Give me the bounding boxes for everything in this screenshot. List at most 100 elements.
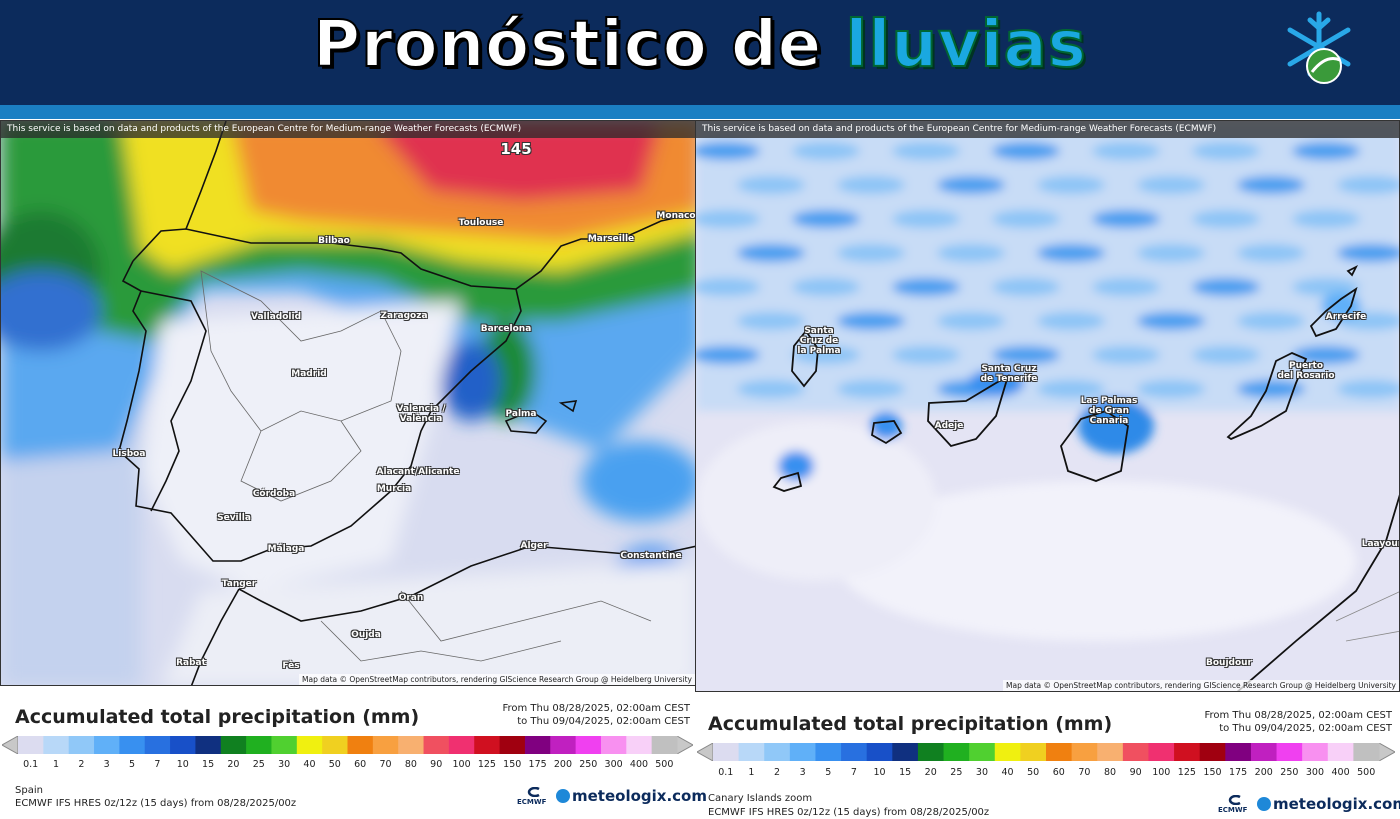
precip-streak <box>1192 210 1260 228</box>
precip-streak <box>737 312 805 330</box>
scale-swatch <box>68 736 95 754</box>
city-label: Santa Cruz de la Palma <box>797 326 841 356</box>
scale-swatch <box>1071 743 1098 761</box>
scale-swatch <box>1097 743 1124 761</box>
precip-streak <box>1337 176 1399 194</box>
scale-label: 250 <box>1280 767 1299 778</box>
ecmwf-icon-shape <box>1228 795 1241 805</box>
scale-label: 60 <box>1052 767 1065 778</box>
precip-streak <box>792 210 860 228</box>
scale-label: 7 <box>154 759 161 770</box>
city-label: Arrecife <box>1325 312 1367 322</box>
precip-streak <box>837 176 905 194</box>
scale-swatch <box>626 736 653 754</box>
precip-streak <box>1092 210 1160 228</box>
snowflake-logo <box>1287 11 1351 84</box>
scale-label: 3 <box>103 759 110 770</box>
scale-swatch <box>423 736 450 754</box>
scale-swatch <box>474 736 501 754</box>
city-label: Laayoune <box>1361 539 1399 549</box>
city-label: Valladolid <box>250 312 302 322</box>
scale-swatch <box>296 736 323 754</box>
scale-label: 20 <box>227 759 240 770</box>
precip-streak <box>1337 380 1399 398</box>
city-label: Tanger <box>221 579 257 589</box>
scale-label: 0.1 <box>23 759 39 770</box>
precip-streak <box>737 176 805 194</box>
scale-label: 2 <box>774 767 781 778</box>
precip-streak <box>837 244 905 262</box>
city-label: Las Palmas de Gran Canaria <box>1080 396 1138 426</box>
precip-streak <box>1137 176 1205 194</box>
precip-streak <box>937 244 1005 262</box>
city-label: Marseille <box>587 234 635 244</box>
scale-swatch <box>1327 743 1354 761</box>
color-scale <box>697 743 1395 761</box>
precip-streak <box>1037 244 1105 262</box>
ecmwf-logo: ECMWF <box>517 798 547 806</box>
region-name: Spain <box>15 785 43 796</box>
city-label: Murcia <box>376 484 412 494</box>
precip-streak <box>1237 312 1305 330</box>
scale-label: 50 <box>328 759 341 770</box>
scale-label: 40 <box>1001 767 1014 778</box>
precip-streak <box>837 312 905 330</box>
scale-swatch <box>524 736 551 754</box>
scale-swatch <box>815 743 842 761</box>
precip-streak <box>792 142 860 160</box>
scale-label: 500 <box>655 759 674 770</box>
legend-dates: From Thu 08/28/2025, 02:00am CEST to Thu … <box>1204 709 1392 735</box>
scale-label: 15 <box>899 767 912 778</box>
scale-label: 70 <box>379 759 392 770</box>
scale-arrow <box>676 736 693 754</box>
scale-label: 150 <box>503 759 522 770</box>
legend-title: Accumulated total precipitation (mm) <box>15 706 420 728</box>
city-label: Oujda <box>351 630 381 640</box>
precip-streak <box>1192 346 1260 364</box>
map-attribution: Map data © OpenStreetMap contributors, r… <box>1003 680 1399 691</box>
scale-label: 90 <box>430 759 443 770</box>
scale-swatch <box>1122 743 1149 761</box>
ecmwf-icon <box>1228 795 1241 805</box>
scale-swatch <box>917 743 945 761</box>
map-panel: This service is based on data and produc… <box>695 120 1400 692</box>
title-main: Pronóstico de <box>312 7 823 83</box>
scale-label: 100 <box>452 759 471 770</box>
scale-label: 70 <box>1078 767 1091 778</box>
precip-streak <box>792 278 860 296</box>
scale-label: 5 <box>825 767 832 778</box>
precip-streak <box>937 176 1005 194</box>
scale-label: 500 <box>1357 767 1376 778</box>
city-label: Adeje <box>934 421 964 431</box>
scale-label: 80 <box>1103 767 1117 778</box>
city-label: Boujdour <box>1205 658 1253 668</box>
scale-swatch <box>448 736 475 754</box>
title-accent: lluvias <box>844 7 1087 83</box>
precip-streak <box>992 346 1060 364</box>
scale-swatch <box>550 736 577 754</box>
precip-streak <box>1092 142 1160 160</box>
scale-label: 25 <box>252 759 265 770</box>
scale-swatch <box>789 743 816 761</box>
date-range: From Thu 08/28/2025, 02:00am CEST <box>502 703 690 714</box>
city-label: Sevilla <box>217 513 251 523</box>
scale-label: 175 <box>528 759 547 770</box>
scale-swatch <box>866 743 893 761</box>
scale-swatch <box>1250 743 1278 761</box>
ecmwf-notice: This service is based on data and produc… <box>1 121 695 138</box>
scale-label: 7 <box>850 767 857 778</box>
city-label: Puerto del Rosario <box>1277 361 1335 381</box>
scale-swatch <box>713 743 740 761</box>
date-range: to Thu 09/04/2025, 02:00am CEST <box>1219 723 1392 734</box>
model-info: ECMWF IFS HRES 0z/12z (15 days) from 08/… <box>15 798 297 809</box>
scale-label: 200 <box>1254 767 1273 778</box>
scale-swatch <box>969 743 996 761</box>
scale-swatch <box>600 736 627 754</box>
scale-label: 80 <box>404 759 417 770</box>
precip-streak <box>792 346 860 364</box>
scale-swatch <box>322 736 348 754</box>
scale-label: 1 <box>52 759 60 770</box>
scale-swatch <box>1225 743 1252 761</box>
precip-streak <box>992 278 1060 296</box>
precip-streak <box>1037 380 1105 398</box>
